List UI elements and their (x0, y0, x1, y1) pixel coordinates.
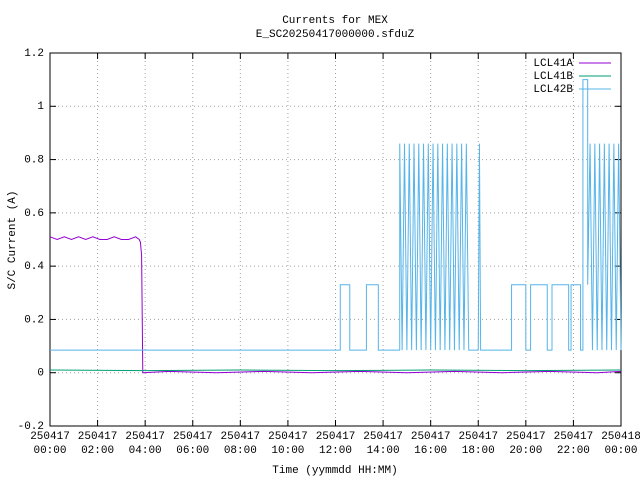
series-line (50, 79, 622, 351)
y-tick-label: 1 (37, 101, 44, 113)
y-axis-label: S/C Current (A) (7, 190, 19, 289)
legend-label: LCL42B (533, 84, 573, 96)
y-tick-label: 0.2 (24, 314, 44, 326)
x-tick-label: 250417 10:00 (268, 431, 308, 457)
x-tick-label: 250417 00:00 (30, 431, 70, 457)
series-line (49, 369, 622, 372)
legend-label: LCL41B (533, 71, 573, 83)
x-tick-label: 250417 02:00 (77, 431, 118, 457)
x-axis-label: Time (yymmdd HH:MM) (272, 465, 397, 477)
x-tick-label: 250417 08:00 (220, 431, 261, 457)
y-tick-label: -0.2 (18, 421, 44, 433)
legend-label: LCL41A (533, 58, 573, 70)
x-tick-label: 250417 12:00 (315, 431, 356, 457)
chart-subtitle: E_SC20250417000000.sfduZ (256, 29, 415, 41)
y-tick-label: 0.6 (24, 208, 44, 220)
x-tick-label: 250417 16:00 (410, 431, 451, 457)
series-line (49, 236, 622, 374)
plot-frame (49, 52, 622, 427)
y-tick-label: 0.4 (24, 261, 44, 273)
x-tick-label: 250417 04:00 (125, 431, 165, 457)
y-tick-label: 1.2 (24, 48, 44, 60)
x-tick-label: 250417 06:00 (172, 431, 213, 457)
y-tick-label: 0 (37, 368, 44, 380)
chart-title: Currents for MEX (282, 15, 388, 27)
x-tick-label: 250418 00:00 (601, 431, 640, 457)
x-tick-label: 250417 18:00 (458, 431, 499, 457)
x-tick-label: 250417 22:00 (553, 431, 594, 457)
x-tick-label: 250417 20:00 (506, 431, 546, 457)
x-tick-label: 250417 14:00 (363, 431, 403, 457)
y-tick-label: 0.8 (24, 154, 44, 166)
